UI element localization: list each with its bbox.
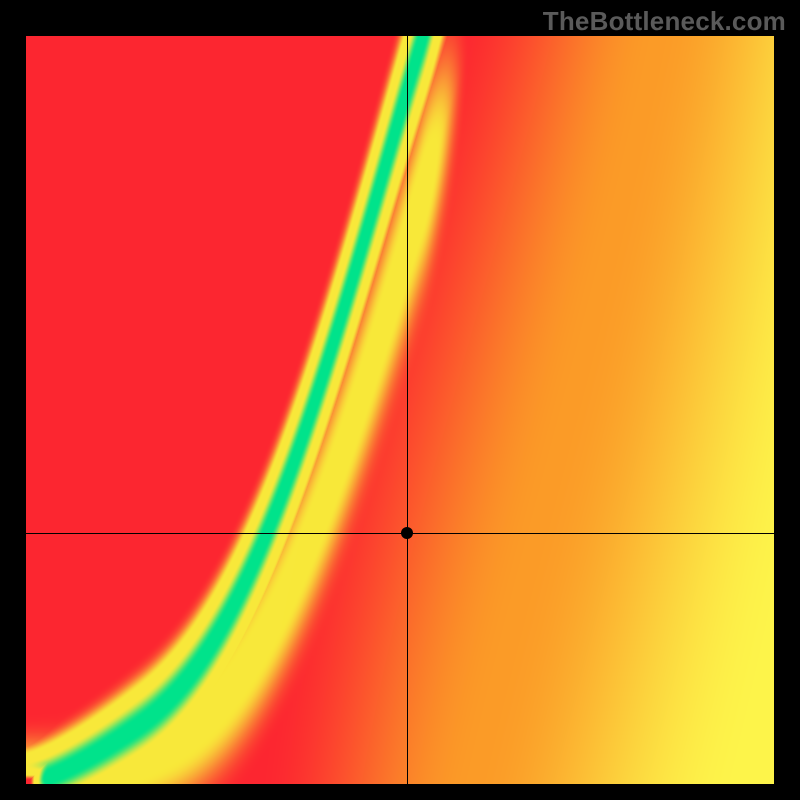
heatmap-canvas bbox=[26, 36, 774, 784]
crosshair-dot bbox=[401, 527, 413, 539]
heatmap-plot-area bbox=[26, 36, 774, 784]
crosshair-vertical bbox=[407, 36, 408, 784]
watermark-text: TheBottleneck.com bbox=[543, 6, 786, 37]
chart-container: TheBottleneck.com bbox=[0, 0, 800, 800]
